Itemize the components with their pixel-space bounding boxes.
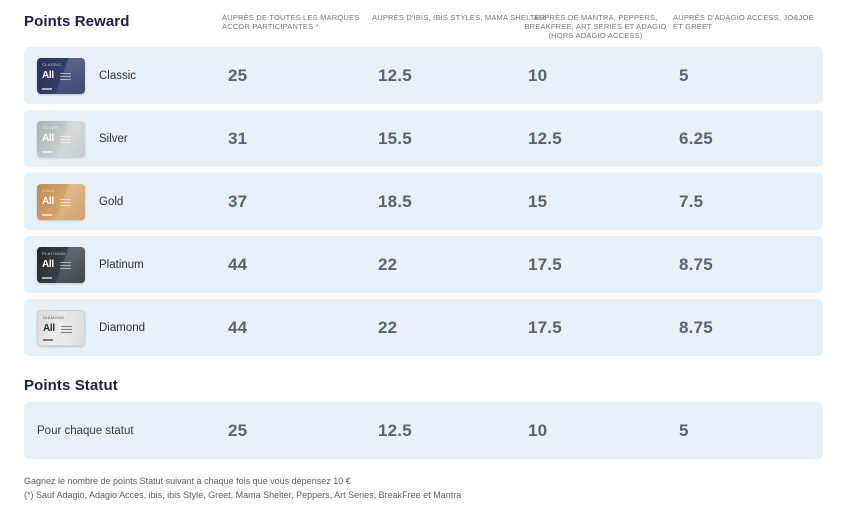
tier-cell: GOLD All Gold: [24, 183, 222, 220]
points-value: 5: [679, 420, 689, 440]
points-statut-title: Points Statut: [24, 377, 118, 394]
column-header-adagio-access: AUPRÈS D'ADAGIO ACCESS, JO&JOE ET GREET: [673, 13, 814, 31]
tier-name: Gold: [99, 195, 124, 208]
classic-card-image: CLASSIC All: [37, 57, 85, 94]
reward-row-silver: SILVER All Silver 31 15.5 12.5 6.25: [24, 110, 823, 167]
points-value: 31: [228, 128, 248, 148]
points-value: 25: [228, 420, 248, 440]
card-decor-bar: [42, 276, 52, 279]
tier-name: Classic: [99, 69, 137, 82]
card-decor-bar: [43, 338, 53, 341]
points-reward-title: Points Reward: [24, 13, 130, 30]
reward-row-classic: CLASSIC All Classic 25 12.5 10 5: [24, 47, 823, 104]
points-value: 18.5: [378, 191, 412, 211]
card-decor-bar: [42, 213, 52, 216]
tier-cell: PLATINUM All Platinum: [24, 246, 222, 283]
points-value: 22: [378, 317, 398, 337]
points-value: 17.5: [528, 317, 562, 337]
card-tier-label: CLASSIC: [42, 61, 62, 67]
points-value: 25: [228, 65, 248, 85]
card-decor-lines: [61, 325, 72, 335]
points-value: 12.5: [378, 420, 412, 440]
reward-row-platinum: PLATINUM All Platinum 44 22 17.5 8.75: [24, 236, 823, 293]
diamond-card-image: DIAMOND All: [37, 309, 85, 346]
tier-cell: CLASSIC All Classic: [24, 57, 222, 94]
tier-name: Platinum: [99, 258, 144, 271]
tier-name: Silver: [99, 132, 128, 145]
points-value: 15.5: [378, 128, 412, 148]
footnote-brand-exclusions: (*) Sauf Adagio, Adagio Acces, ibis, ibi…: [24, 490, 462, 500]
all-logo: All: [43, 322, 55, 334]
points-value: 8.75: [679, 254, 713, 274]
points-value: 12.5: [528, 128, 562, 148]
card-decor-lines: [60, 72, 71, 82]
points-value: 10: [528, 65, 548, 85]
gold-card-image: GOLD All: [37, 183, 85, 220]
card-decor-lines: [60, 198, 71, 208]
statut-row: Pour chaque statut 25 12.5 10 5: [24, 402, 823, 459]
tier-cell: SILVER All Silver: [24, 120, 222, 157]
column-header-all-brands: AUPRÈS DE TOUTES LES MARQUES ACCOR PARTI…: [222, 13, 360, 31]
silver-card-image: SILVER All: [37, 120, 85, 157]
column-header-mantra: AUPRÈS DE MANTRA, PEPPERS, BREAKFREE, AR…: [524, 13, 667, 40]
reward-table-header: Points Reward AUPRÈS DE TOUTES LES MARQU…: [24, 10, 823, 47]
card-decor-bar: [42, 150, 52, 153]
all-logo: All: [42, 69, 54, 81]
all-logo: All: [42, 132, 54, 144]
all-logo: All: [42, 195, 54, 207]
all-logo: All: [42, 258, 54, 270]
card-tier-label: DIAMOND: [43, 314, 65, 320]
points-value: 10: [528, 420, 548, 440]
points-value: 12.5: [378, 65, 412, 85]
reward-row-diamond: DIAMOND All Diamond 44 22 17.5 8.75: [24, 299, 823, 356]
reward-row-gold: GOLD All Gold 37 18.5 15 7.5: [24, 173, 823, 230]
points-value: 7.5: [679, 191, 704, 211]
column-header-ibis: AUPRÈS D'IBIS, IBIS STYLES, MAMA SHELTER: [372, 13, 546, 22]
footnote-statut-earning: Gagnez le nombre de points Statut suivan…: [24, 476, 351, 486]
card-tier-label: SILVER: [42, 124, 59, 130]
points-value: 44: [228, 254, 248, 274]
points-value: 17.5: [528, 254, 562, 274]
statut-row-label: Pour chaque statut: [37, 424, 134, 437]
card-decor-bar: [42, 87, 52, 90]
points-value: 5: [679, 65, 689, 85]
tier-cell: DIAMOND All Diamond: [24, 309, 222, 346]
card-decor-lines: [60, 135, 71, 145]
platinum-card-image: PLATINUM All: [37, 246, 85, 283]
points-value: 15: [528, 191, 548, 211]
points-value: 22: [378, 254, 398, 274]
footnotes: Gagnez le nombre de points Statut suivan…: [24, 474, 845, 502]
card-decor-lines: [60, 261, 71, 271]
points-value: 37: [228, 191, 248, 211]
points-value: 44: [228, 317, 248, 337]
tier-name: Diamond: [99, 321, 146, 334]
card-tier-label: PLATINUM: [42, 250, 66, 256]
points-value: 8.75: [679, 317, 713, 337]
card-tier-label: GOLD: [42, 187, 55, 193]
points-value: 6.25: [679, 128, 713, 148]
